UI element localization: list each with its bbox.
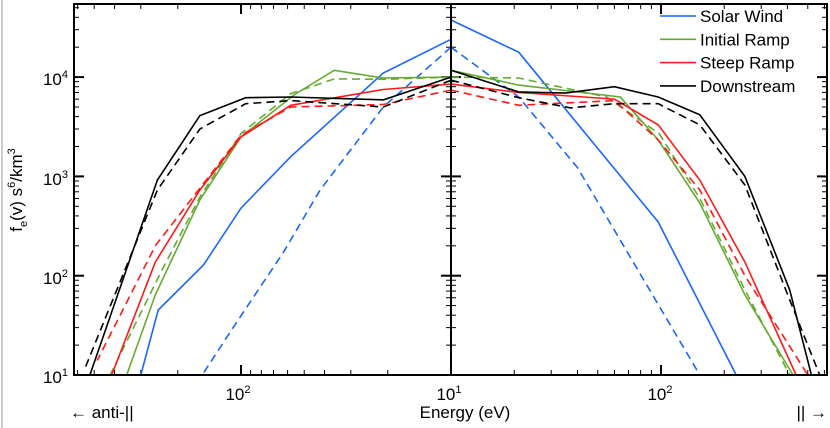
legend: Solar Wind Initial Ramp Steep Ramp Downstre…	[660, 7, 795, 96]
y-axis-label-part: 6	[6, 182, 18, 188]
x-tick-labels: 102 101 102	[225, 384, 672, 404]
y-tick-label: 101	[43, 367, 68, 387]
series-line-initial-ramp-dashed-right	[450, 76, 791, 375]
legend-label: Steep Ramp	[700, 54, 795, 73]
series-line-initial-ramp-solid-right	[450, 69, 794, 375]
series-line-steep-ramp-solid-left	[110, 83, 452, 375]
y-axis-label-part: /km	[7, 154, 26, 181]
series-line-downstream-dashed-right	[450, 79, 821, 375]
series-lines	[83, 19, 821, 375]
x-axis-label: Energy (eV)	[420, 403, 511, 422]
y-tick-label: 104	[43, 69, 68, 89]
series-line-solar-wind-dashed-right	[450, 46, 701, 375]
series-line-steep-ramp-solid-right	[450, 83, 797, 375]
x-tick-label-right: 102	[647, 384, 672, 404]
y-tick-label: 102	[43, 268, 68, 288]
series-line-steep-ramp-dashed-left	[96, 89, 452, 361]
y-tick-labels: 101 102 103 104	[43, 69, 68, 387]
y-axis-label-part: f	[7, 227, 26, 232]
y-axis-label-part: 3	[6, 148, 18, 154]
series-line-solar-wind-solid-left	[140, 38, 452, 375]
y-tick-label: 103	[43, 169, 68, 189]
x-tick-label-left: 102	[225, 384, 250, 404]
legend-label: Downstream	[700, 77, 795, 96]
series-line-initial-ramp-dashed-left	[109, 76, 452, 375]
series-line-solar-wind-dashed-left	[201, 46, 452, 375]
legend-label: Initial Ramp	[700, 30, 790, 49]
y-axis-label: fe(v) s6/km3	[6, 148, 30, 232]
direction-label-parallel: || →	[796, 403, 827, 422]
x-tick-label-center: 101	[436, 384, 461, 404]
y-axis-label-part: (v) s	[7, 188, 26, 221]
series-line-steep-ramp-dashed-right	[450, 89, 809, 375]
direction-label-anti-parallel: ← anti-||	[70, 403, 134, 422]
legend-label: Solar Wind	[700, 7, 783, 26]
series-line-solar-wind-solid-right	[450, 19, 737, 375]
series-line-initial-ramp-solid-left	[125, 69, 452, 375]
series-line-downstream-solid-left	[89, 76, 452, 375]
y-axis-label-part: e	[18, 221, 30, 227]
series-line-downstream-dashed-left	[83, 79, 452, 372]
series-line-downstream-solid-right	[450, 69, 813, 375]
